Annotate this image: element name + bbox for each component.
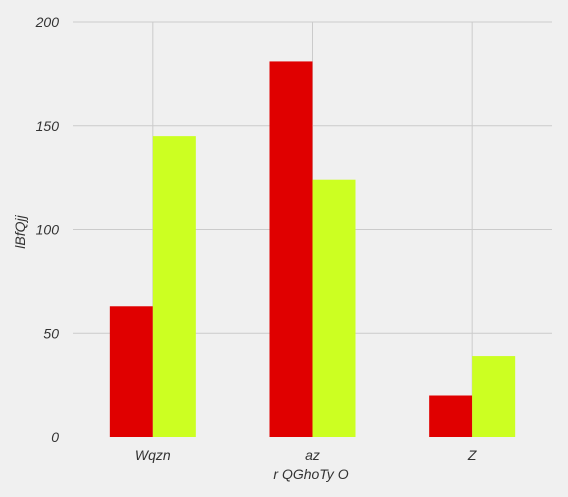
x-tick-label: Wqzn xyxy=(135,447,171,463)
bar-series-2 xyxy=(312,179,356,437)
bars xyxy=(109,61,516,438)
x-tick-labels: Wqzn az Z xyxy=(135,447,477,463)
bar-series-1 xyxy=(429,395,473,437)
x-tick-label: az xyxy=(305,447,320,463)
bar-series-2 xyxy=(472,356,516,437)
x-tick-label: Z xyxy=(467,447,477,463)
y-tick-label: 50 xyxy=(43,325,59,341)
y-tick-label: 100 xyxy=(36,222,60,238)
y-tick-labels: 0 50 100 150 200 xyxy=(35,14,60,445)
bar-series-2 xyxy=(152,136,196,437)
y-tick-label: 150 xyxy=(36,118,60,134)
y-axis-label: lBfQjj xyxy=(12,214,28,248)
bar-series-1 xyxy=(109,306,153,437)
y-tick-label: 0 xyxy=(51,429,59,445)
bar-series-1 xyxy=(269,61,313,438)
x-axis-label: r QGhoTy O xyxy=(273,466,348,482)
y-tick-label: 200 xyxy=(35,14,60,30)
